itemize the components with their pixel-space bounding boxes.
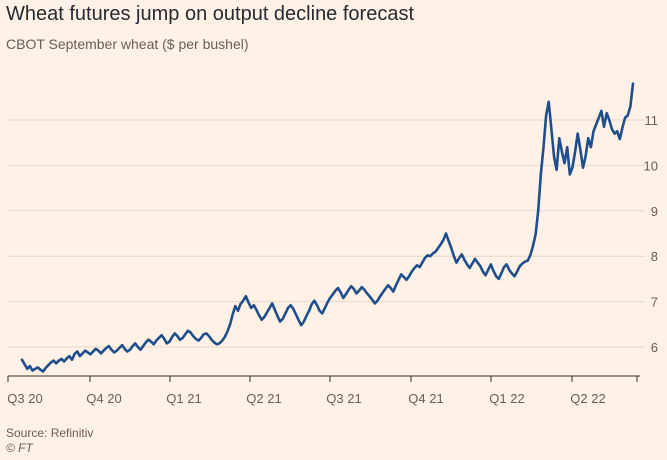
- y-tick-label: 10: [644, 158, 658, 173]
- wheat-price-line: [20, 82, 635, 373]
- y-tick-label: 9: [651, 204, 658, 219]
- x-axis-labels: Q3 20 Q4 20 Q1 21 Q2 21 Q3 21 Q4 21 Q1 22 Q2 22: [7, 391, 605, 406]
- source-note: Source: Refinitiv: [6, 426, 94, 440]
- y-tick-label: 8: [651, 249, 658, 264]
- x-tick-label: Q3 21: [326, 391, 361, 406]
- y-axis-labels: 6 7 8 9 10 11: [644, 113, 658, 355]
- x-tick-label: Q1 22: [489, 391, 524, 406]
- x-tick-label: Q2 21: [246, 391, 281, 406]
- y-tick-label: 6: [651, 340, 658, 355]
- gridlines: [8, 119, 645, 348]
- x-tick-label: Q1 21: [166, 391, 201, 406]
- x-tick-label: Q3 20: [7, 391, 42, 406]
- chart-title: Wheat futures jump on output decline for…: [6, 3, 415, 25]
- x-tick-label: Q2 22: [570, 391, 605, 406]
- ft-credit: © FT: [6, 441, 33, 455]
- y-tick-label: 11: [645, 113, 659, 128]
- y-tick-label: 7: [651, 295, 658, 310]
- x-axis: [7, 375, 640, 382]
- x-tick-label: Q4 21: [408, 391, 443, 406]
- chart-subtitle: CBOT September wheat ($ per bushel): [6, 36, 249, 52]
- x-tick-label: Q4 20: [86, 391, 121, 406]
- series-layer: [20, 82, 635, 373]
